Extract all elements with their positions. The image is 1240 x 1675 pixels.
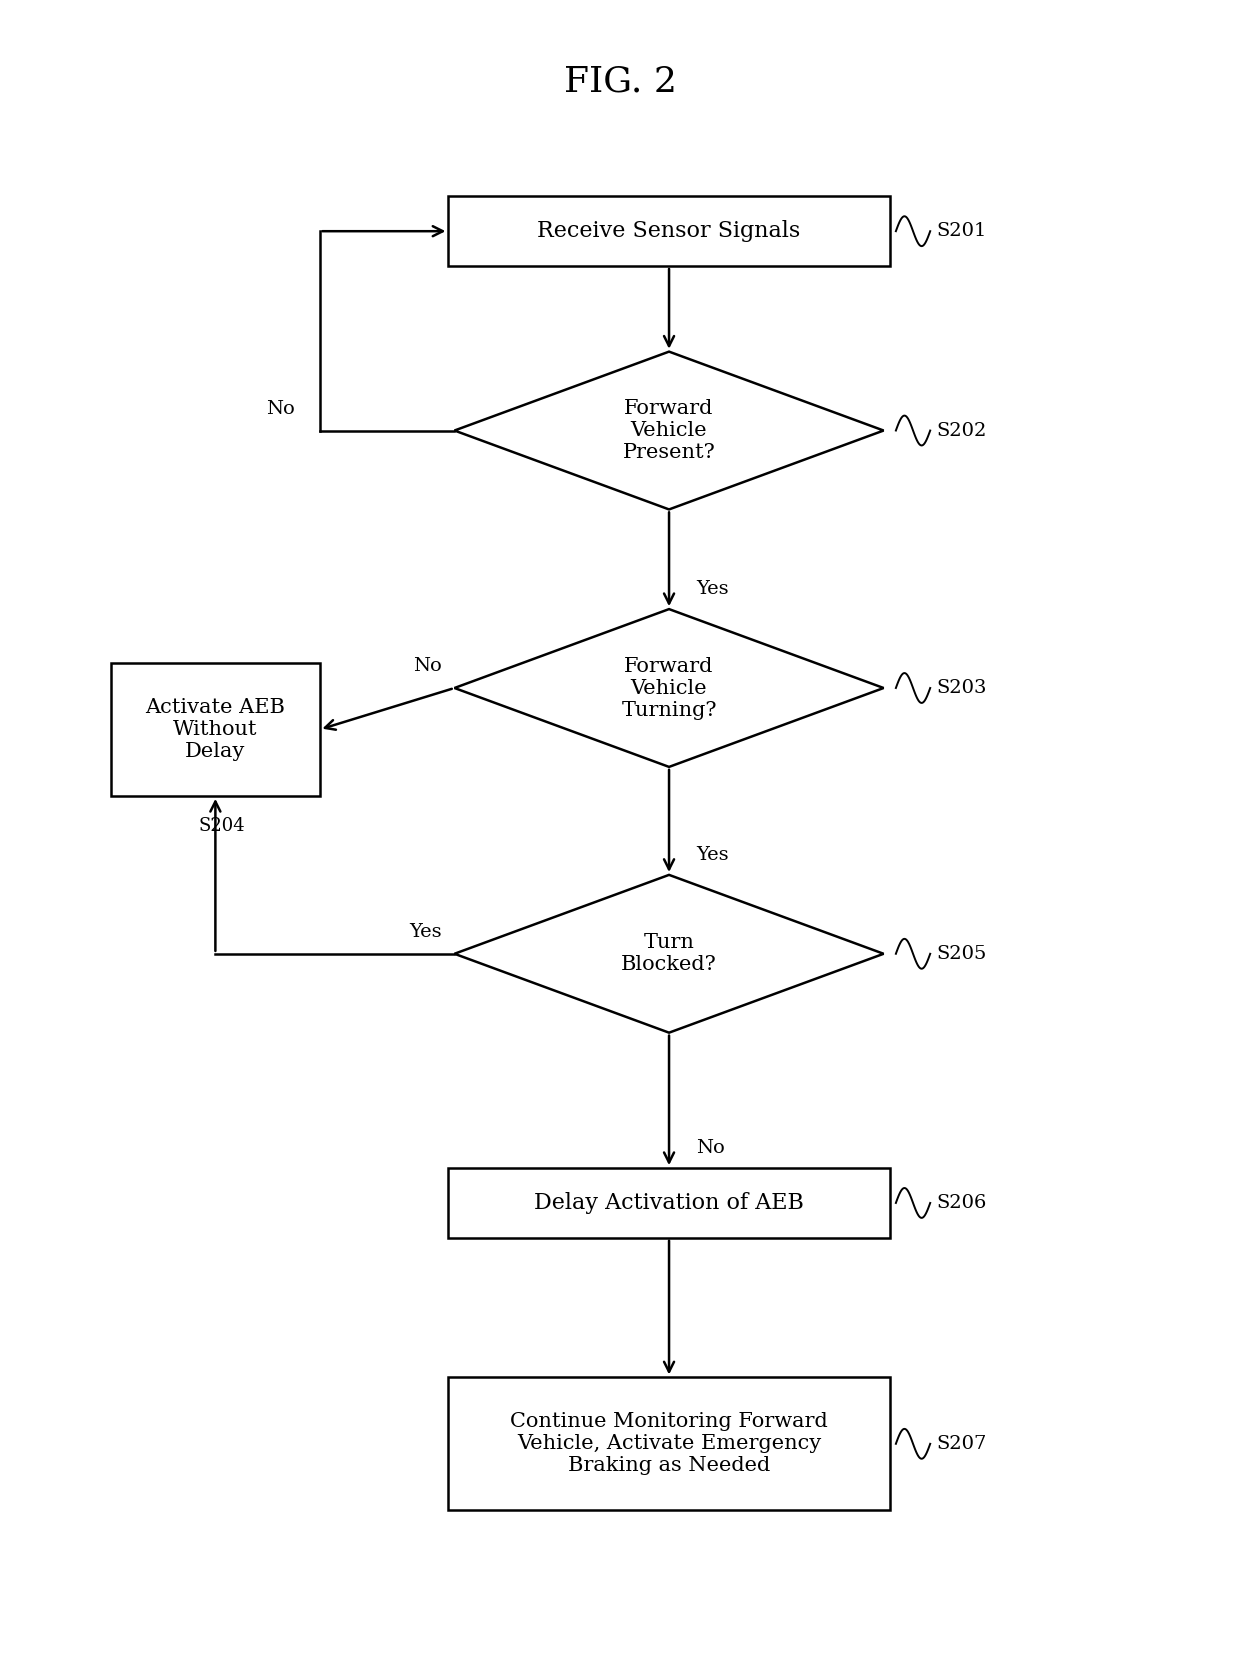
Text: Forward
Vehicle
Present?: Forward Vehicle Present? (622, 399, 715, 462)
FancyBboxPatch shape (449, 1167, 890, 1238)
Text: S202: S202 (936, 422, 987, 439)
Text: Forward
Vehicle
Turning?: Forward Vehicle Turning? (621, 657, 717, 720)
Polygon shape (455, 610, 884, 767)
Text: Yes: Yes (696, 580, 729, 598)
FancyBboxPatch shape (449, 196, 890, 266)
FancyBboxPatch shape (449, 1377, 890, 1511)
Text: Activate AEB
Without
Delay: Activate AEB Without Delay (145, 698, 285, 760)
Polygon shape (455, 874, 884, 1033)
Text: S205: S205 (936, 945, 987, 963)
Text: Turn
Blocked?: Turn Blocked? (621, 933, 717, 975)
Text: Continue Monitoring Forward
Vehicle, Activate Emergency
Braking as Needed: Continue Monitoring Forward Vehicle, Act… (510, 1412, 828, 1476)
Polygon shape (455, 352, 884, 509)
Text: FIG. 2: FIG. 2 (563, 65, 677, 99)
Text: No: No (267, 400, 295, 419)
Text: Receive Sensor Signals: Receive Sensor Signals (537, 219, 801, 243)
Text: No: No (413, 657, 443, 675)
Text: Delay Activation of AEB: Delay Activation of AEB (534, 1193, 804, 1214)
Text: S204: S204 (198, 817, 244, 834)
Text: S201: S201 (936, 223, 987, 240)
Text: No: No (696, 1139, 724, 1157)
Text: Yes: Yes (696, 846, 729, 864)
Text: Yes: Yes (409, 923, 443, 941)
FancyBboxPatch shape (112, 663, 320, 796)
Text: S207: S207 (936, 1435, 987, 1452)
Text: S206: S206 (936, 1194, 987, 1213)
Text: S203: S203 (936, 678, 987, 697)
